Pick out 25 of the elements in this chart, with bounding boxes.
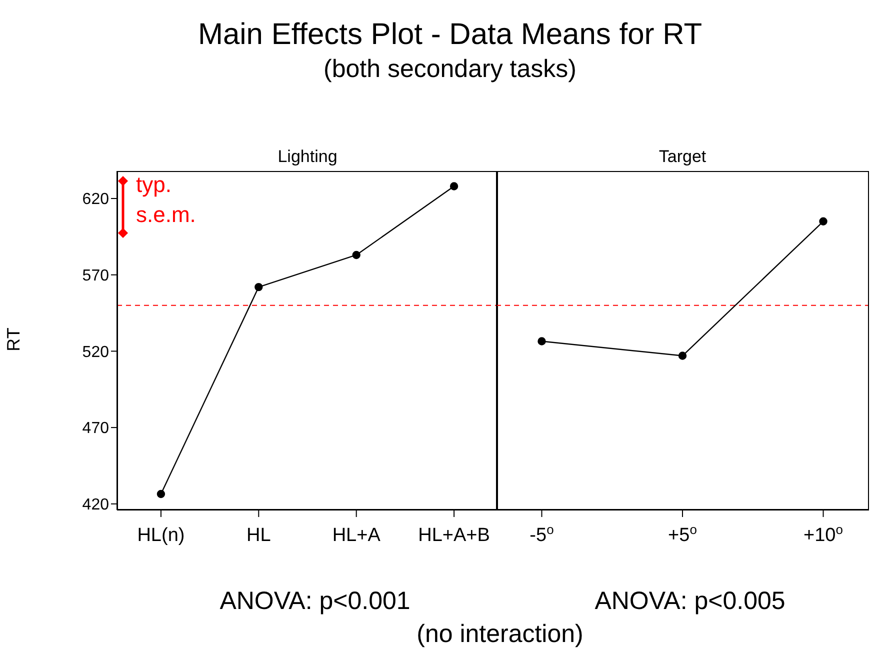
text: ANOVA: p<0.001 (218, 587, 412, 616)
x-axis-title: Target (658, 147, 708, 167)
chart-title: Main Effects Plot - Data Means for RT (196, 18, 704, 52)
y-tick-label: 620 (82, 191, 110, 208)
annotation: typ. s.e.m. (136, 171, 197, 229)
y-tick-label: 570 (82, 268, 110, 285)
y-axis-title: RT (3, 327, 24, 351)
x-tick-label: HL+A (332, 525, 381, 546)
point (352, 250, 360, 260)
y-tick-label: 520 (82, 344, 110, 361)
x-tick-label: +10$^{o}$ (804, 522, 843, 546)
x-tick-label: +5$^{o}$ (668, 522, 697, 546)
y-tick-label: 420 (82, 496, 110, 514)
x-tick-label: HL(n) (137, 525, 185, 546)
point (450, 182, 458, 190)
chart-subtitle: (both secondary tasks) (322, 55, 578, 84)
text: ANOVA: p<0.005 (594, 587, 786, 616)
x-tick-label: HL (246, 525, 271, 546)
x-tick-label: HL+A+B (418, 525, 490, 546)
x-tick-label: -5$^{o}$ (530, 522, 554, 546)
y-tick-label: 470 (82, 420, 110, 438)
point (156, 490, 166, 498)
point (254, 282, 263, 292)
text: (no interaction) (416, 620, 584, 649)
x-axis-title: Lighting (276, 147, 338, 167)
